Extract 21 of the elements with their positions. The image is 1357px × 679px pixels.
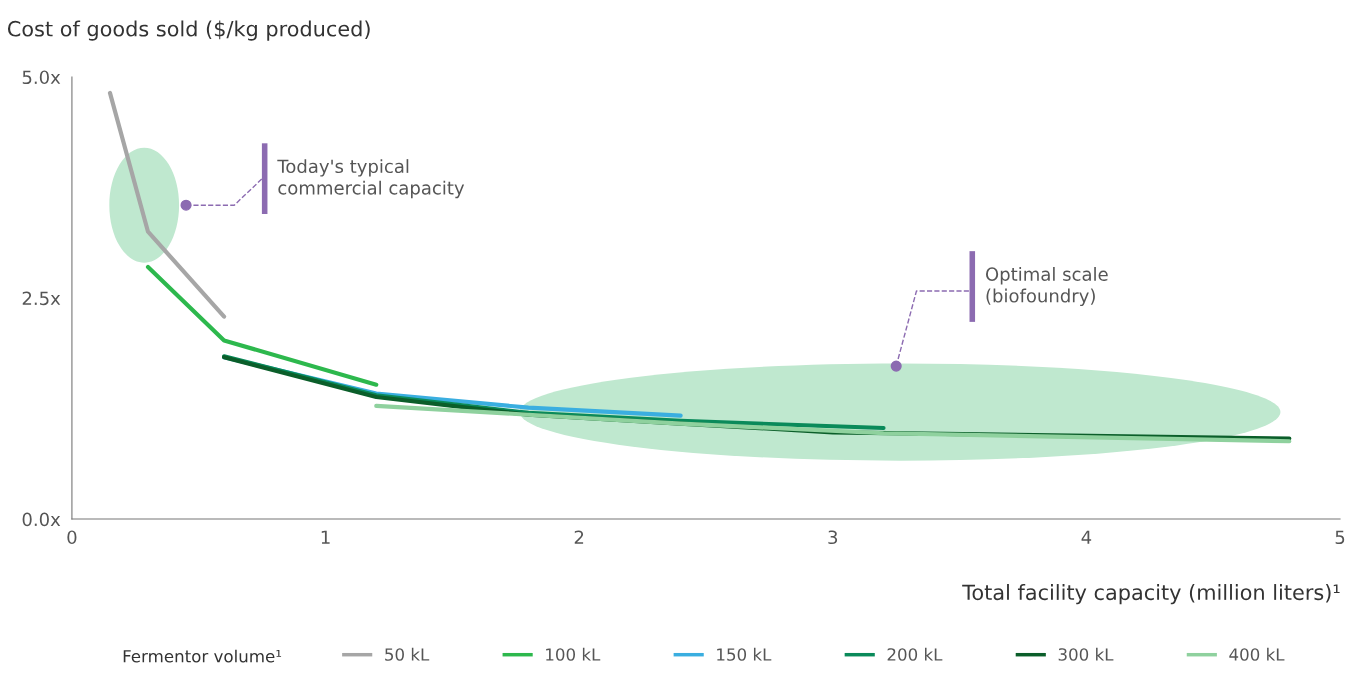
y-axis-title: Cost of goods sold ($/kg produced) (7, 20, 370, 41)
legend-label: 200 kL (887, 647, 943, 661)
legend-label: 150 kL (717, 647, 772, 661)
annotation: Today's typical commercial capacity (277, 159, 465, 199)
x-tick-label: 0 (67, 530, 77, 545)
line-series (374, 403, 1292, 444)
legend-label: 300 kL (1058, 647, 1114, 661)
x-tick-label: 2 (574, 530, 584, 544)
y-tick-label: 0.0x (22, 512, 61, 527)
x-axis-title: Total facility capacity (million liters)¹ (962, 584, 1340, 605)
y-tick-label: 2.5x (22, 291, 61, 306)
x-tick-label: 5 (1335, 530, 1345, 545)
legend-label: 400 kL (1229, 647, 1285, 661)
x-tick-label: 3 (828, 530, 838, 545)
x-tick-label: 1 (321, 530, 330, 544)
legend-label: 50 kL (385, 647, 430, 661)
annotation: Optimal scale (biofoundry) (985, 266, 1108, 307)
y-tick-label: 5.0x (22, 70, 61, 85)
x-tick-label: 4 (1081, 530, 1092, 544)
legend-label: 100 kL (546, 647, 601, 661)
legend-title: Fermentor volume¹ (123, 649, 282, 663)
